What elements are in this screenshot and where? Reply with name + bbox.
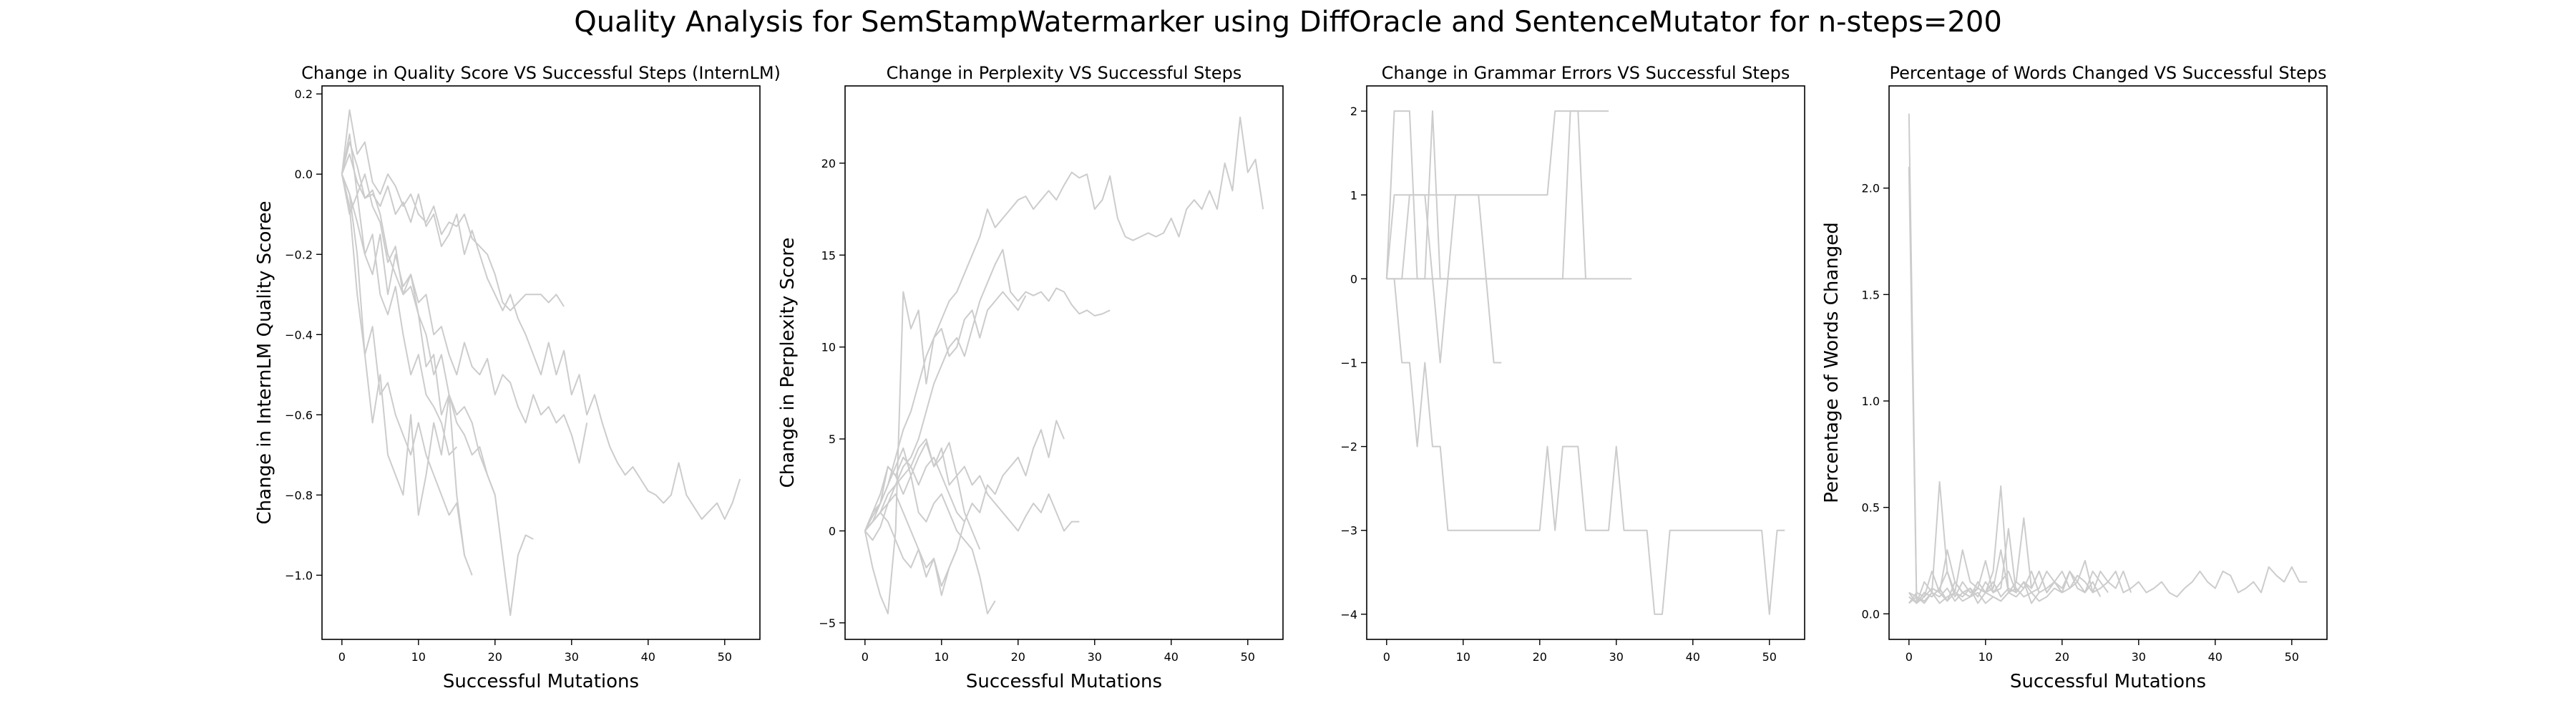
x-tick-label: 20 <box>1533 650 1547 664</box>
x-axis-label: Successful Mutations <box>443 671 639 692</box>
series-line-1 <box>1386 278 1785 615</box>
y-tick-label: 1.0 <box>1862 395 1880 408</box>
panel-title: Change in Grammar Errors VS Successful S… <box>1382 63 1790 83</box>
y-axis-label: Change in Perplexity Score <box>777 238 799 488</box>
x-tick-label: 40 <box>641 650 655 664</box>
x-tick-label: 30 <box>1088 650 1102 664</box>
y-tick-label: 2 <box>1350 105 1357 118</box>
y-tick-label: 15 <box>821 248 836 262</box>
series-line-1 <box>1908 113 2308 604</box>
series-line-4 <box>1908 549 2102 604</box>
x-tick-label: 10 <box>935 650 949 664</box>
series-line-8 <box>864 442 981 550</box>
series-line-6 <box>864 465 996 614</box>
y-tick-label: −4 <box>1340 608 1357 621</box>
panel-title: Change in Quality Score VS Successful St… <box>301 63 781 83</box>
series-line-4 <box>864 438 1080 532</box>
x-tick-label: 40 <box>2208 650 2223 664</box>
x-tick-label: 10 <box>1456 650 1470 664</box>
series-line-2 <box>341 109 565 311</box>
series-line-6 <box>341 173 473 576</box>
y-tick-label: −5 <box>819 616 836 630</box>
series-line-3 <box>864 291 1027 614</box>
y-tick-label: 0.0 <box>295 168 313 181</box>
series-line-7 <box>341 174 458 456</box>
series-line-2 <box>864 248 1111 532</box>
y-tick-label: 10 <box>821 341 836 354</box>
series-line-3 <box>1908 485 2109 604</box>
x-tick-label: 0 <box>1906 650 1913 664</box>
x-tick-label: 50 <box>718 650 732 664</box>
x-tick-label: 50 <box>1241 650 1255 664</box>
series-line-5 <box>1908 528 2040 604</box>
x-tick-label: 10 <box>411 650 426 664</box>
y-tick-label: −0.8 <box>285 488 313 502</box>
series-line-2 <box>1908 166 2132 604</box>
series-line-3 <box>341 173 588 464</box>
chart-panel-4: 0 10 20 30 40 50 0.0 0.5 1.0 1.5 2.0 Percentage of … <box>1821 63 2328 692</box>
x-axis-label: Successful Mutations <box>2010 671 2206 692</box>
y-tick-label: −3 <box>1340 524 1357 538</box>
x-tick-label: 0 <box>1383 650 1390 664</box>
x-tick-label: 20 <box>2055 650 2069 664</box>
x-tick-label: 10 <box>1979 650 1993 664</box>
chart-panel-1: 0 10 20 30 40 50 0.2 0.0 −0.2 −0.4 −0.6 −0.8 −1.0 Cha… <box>254 63 781 692</box>
y-tick-label: 2.0 <box>1862 182 1880 195</box>
y-tick-label: 1 <box>1350 188 1357 202</box>
x-tick-label: 0 <box>338 650 346 664</box>
x-tick-label: 20 <box>488 650 502 664</box>
y-axis-label: Percentage of Words Changed <box>1821 222 1843 503</box>
y-tick-label: −0.4 <box>285 328 313 342</box>
x-tick-label: 0 <box>862 650 869 664</box>
plot-frame <box>844 85 1284 640</box>
y-tick-label: 0.0 <box>1862 607 1880 621</box>
series-line-4 <box>1386 194 1502 364</box>
y-tick-label: −0.6 <box>285 408 313 422</box>
y-tick-label: 0 <box>829 524 836 538</box>
y-tick-label: 0 <box>1350 272 1357 286</box>
y-tick-label: −2 <box>1340 440 1357 454</box>
panel-title: Change in Perplexity VS Successful Steps <box>887 63 1242 83</box>
y-tick-label: 5 <box>829 432 836 446</box>
x-tick-label: 40 <box>1164 650 1179 664</box>
x-tick-label: 50 <box>1762 650 1777 664</box>
x-tick-label: 20 <box>1011 650 1025 664</box>
series-line-1 <box>341 153 741 520</box>
y-tick-label: 20 <box>821 157 836 170</box>
series-line-4 <box>341 173 465 556</box>
y-tick-label: 0.5 <box>1862 501 1880 515</box>
x-tick-label: 50 <box>2285 650 2299 664</box>
series-line-7 <box>1908 587 2063 604</box>
x-tick-label: 40 <box>1686 650 1700 664</box>
y-tick-label: −1.0 <box>285 569 313 582</box>
plot-frame <box>1888 85 2328 640</box>
plot-frame <box>321 85 761 640</box>
figure-title: Quality Analysis for SemStampWatermarker… <box>574 6 2002 39</box>
x-tick-label: 30 <box>1609 650 1624 664</box>
y-tick-label: 1.5 <box>1862 288 1880 301</box>
series-line-9 <box>864 493 958 587</box>
series-line-7 <box>864 511 965 596</box>
panel-title: Percentage of Words Changed VS Successfu… <box>1890 63 2327 83</box>
series-line-5 <box>341 133 534 616</box>
y-tick-label: 0.2 <box>295 87 313 101</box>
plot-frame <box>1366 85 1805 640</box>
x-tick-label: 30 <box>2132 650 2146 664</box>
x-tick-label: 30 <box>565 650 579 664</box>
y-tick-label: −0.2 <box>285 248 313 261</box>
y-axis-label: Change in InternLM Quality Scoree <box>254 201 275 525</box>
x-axis-label: Successful Mutations <box>966 671 1162 692</box>
series-line-1 <box>864 116 1264 532</box>
series-line-8 <box>341 141 496 495</box>
chart-panel-2: 0 10 20 30 40 50 −5 0 5 10 15 20 Change in Perplexit… <box>777 63 1284 692</box>
y-tick-label: −1 <box>1340 357 1357 370</box>
